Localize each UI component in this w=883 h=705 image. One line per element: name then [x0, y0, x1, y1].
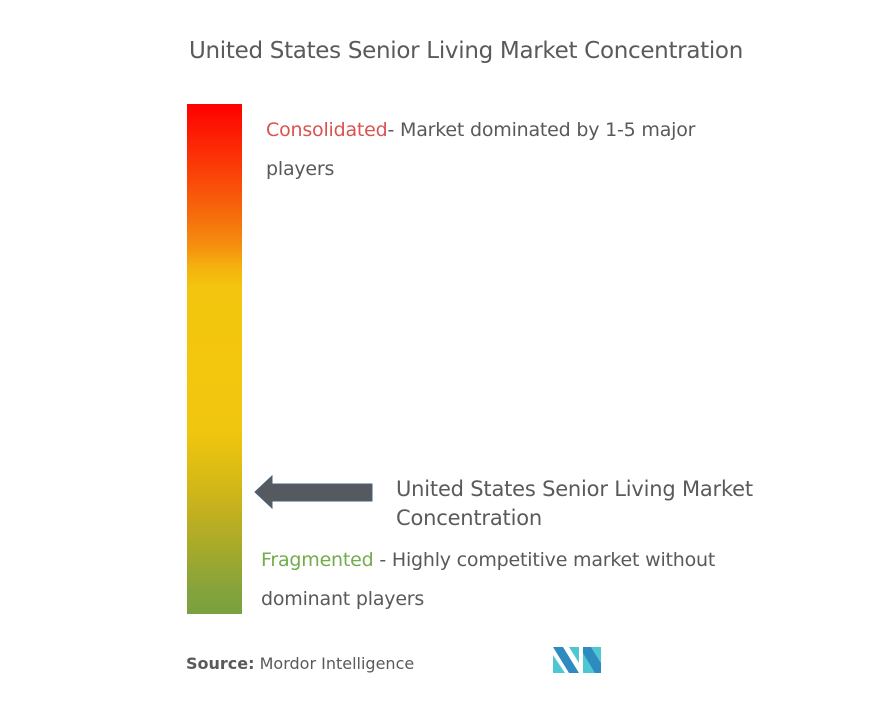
source-attribution: Source: Mordor Intelligence	[186, 654, 414, 673]
source-key: Source:	[186, 654, 255, 673]
concentration-gradient-scale	[187, 104, 242, 614]
consolidated-text: - Market dominated by 1-5 major players	[266, 119, 696, 180]
source-value: Mordor Intelligence	[254, 654, 415, 673]
fragmented-description: Fragmented - Highly competitive market w…	[261, 541, 761, 619]
chart-title: United States Senior Living Market Conce…	[189, 38, 743, 64]
market-position-label: United States Senior Living Market Conce…	[396, 477, 753, 530]
mordor-intelligence-logo-icon	[553, 647, 601, 673]
consolidated-label: Consolidated	[266, 119, 388, 141]
left-arrow-icon	[254, 474, 373, 510]
consolidated-description: Consolidated- Market dominated by 1-5 ma…	[266, 111, 726, 189]
fragmented-text: - Highly competitive market without domi…	[261, 549, 716, 610]
fragmented-label: Fragmented	[261, 549, 374, 571]
